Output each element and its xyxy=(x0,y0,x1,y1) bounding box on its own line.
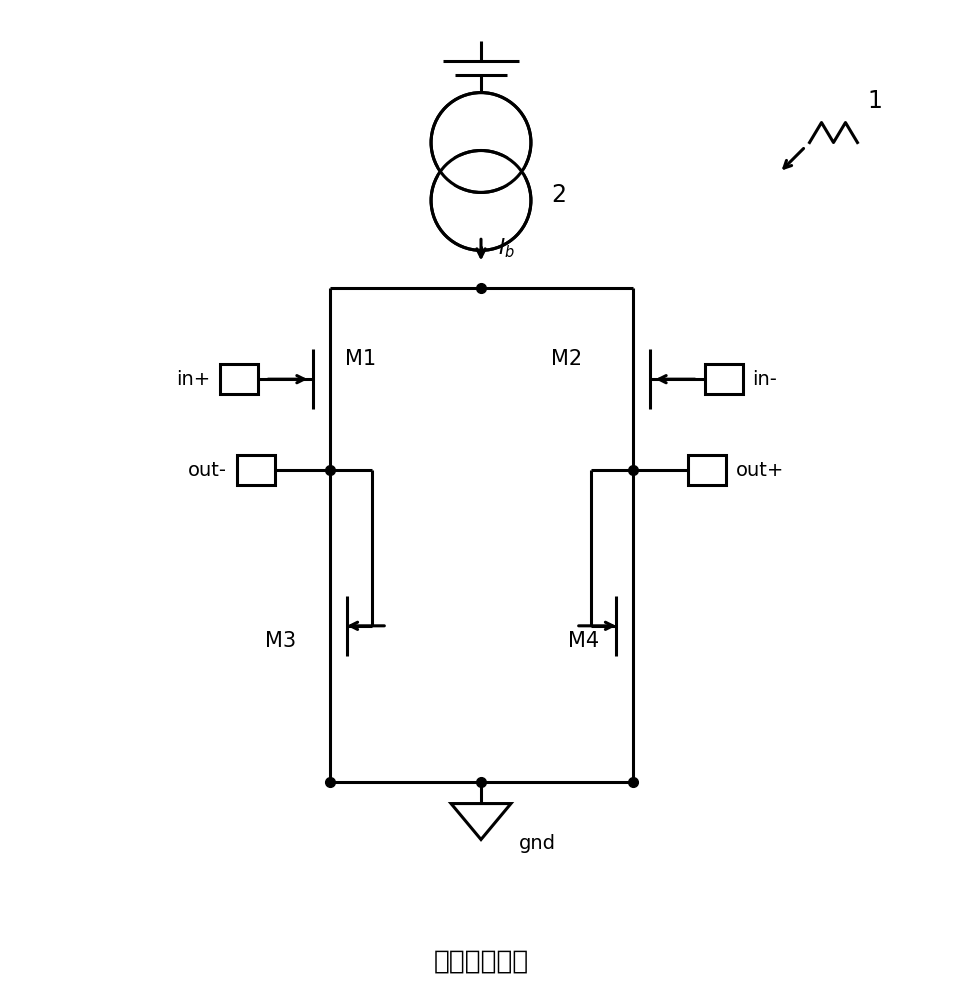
Bar xyxy=(221,364,258,394)
Text: gnd: gnd xyxy=(519,834,556,853)
Text: 1: 1 xyxy=(868,89,882,113)
Bar xyxy=(438,157,524,185)
Text: out-: out- xyxy=(189,461,227,480)
Text: $I_b$: $I_b$ xyxy=(498,237,514,260)
Text: M1: M1 xyxy=(345,349,377,369)
Text: M4: M4 xyxy=(568,631,599,651)
Text: M3: M3 xyxy=(266,631,297,651)
Text: （现有技术）: （现有技术） xyxy=(433,948,529,974)
Text: M2: M2 xyxy=(551,349,582,369)
Bar xyxy=(237,455,275,485)
Bar xyxy=(705,364,742,394)
Text: 2: 2 xyxy=(551,183,566,207)
Text: in+: in+ xyxy=(176,370,210,389)
Text: in-: in- xyxy=(753,370,777,389)
Text: out+: out+ xyxy=(736,461,784,480)
Bar xyxy=(688,455,726,485)
